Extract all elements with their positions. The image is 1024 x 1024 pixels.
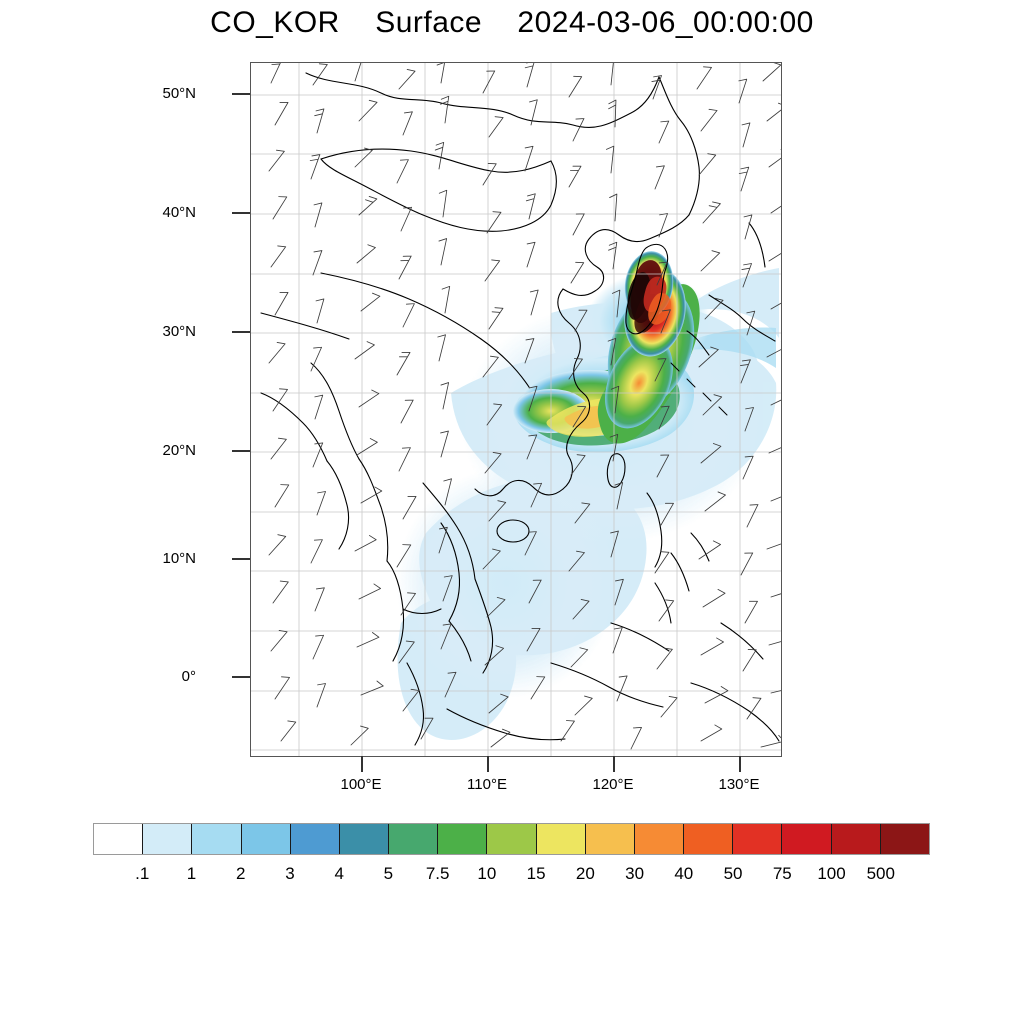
y-tick-mark-0 xyxy=(232,93,250,95)
colorbar-labels: .1 1 2 3 4 5 7.5 10 15 20 30 40 50 75 100 500 xyxy=(93,864,930,890)
colorbar-tick-label-6: 7.5 xyxy=(425,864,450,883)
colorbar-tick-label-0: .1 xyxy=(135,864,150,883)
colorbar-swatch-5 xyxy=(339,824,390,854)
colorbar-tick-label-7: 10 xyxy=(477,864,497,883)
map-plot-area[interactable] xyxy=(250,62,782,757)
y-tick-mark-3 xyxy=(232,450,250,452)
colorbar-swatch-9 xyxy=(536,824,586,854)
colorbar-tick-label-3: 3 xyxy=(285,864,295,883)
colorbar-swatches xyxy=(93,823,930,855)
y-tick-label-3: 20°N xyxy=(162,442,196,459)
y-tick-label-2: 30°N xyxy=(162,323,196,340)
x-tick-mark-2 xyxy=(613,756,615,772)
x-tick-mark-0 xyxy=(361,756,363,772)
x-tick-label-2: 120°E xyxy=(592,776,634,793)
colorbar-swatch-13 xyxy=(733,824,783,854)
y-tick-mark-5 xyxy=(232,676,250,678)
colorbar-tick-label-13: 75 xyxy=(772,864,792,883)
colorbar-tick-label-9: 20 xyxy=(575,864,595,883)
colorbar-swatch-2 xyxy=(192,824,242,854)
colorbar-tick-label-1: 1 xyxy=(186,864,197,883)
colorbar-swatch-15 xyxy=(831,824,881,854)
colorbar-swatch-0 xyxy=(94,824,144,854)
colorbar-tick-label-2: 2 xyxy=(235,864,246,883)
y-tick-label-5: 0° xyxy=(181,668,196,685)
y-tick-mark-2 xyxy=(232,331,250,333)
colorbar-tick-label-11: 40 xyxy=(674,864,694,883)
x-tick-label-1: 110°E xyxy=(467,776,507,793)
colorbar-tick-label-8: 15 xyxy=(526,864,546,883)
y-tick-mark-4 xyxy=(232,558,250,560)
colorbar-swatch-8 xyxy=(487,824,537,854)
colorbar-tick-label-15: 500 xyxy=(866,864,895,883)
colorbar-tick-label-5: 5 xyxy=(383,864,394,883)
colorbar-swatch-1 xyxy=(143,824,193,854)
lat-lon-gridlines xyxy=(251,63,781,756)
colorbar-swatch-7 xyxy=(438,824,488,854)
colorbar-swatch-11 xyxy=(634,824,685,854)
colorbar-swatch-10 xyxy=(585,824,635,854)
colorbar-swatch-16 xyxy=(880,824,929,854)
colorbar-swatch-12 xyxy=(684,824,734,854)
y-tick-label-0: 50°N xyxy=(162,85,196,102)
colorbar-tick-label-12: 50 xyxy=(723,864,743,883)
tracer-plume-core xyxy=(597,251,700,444)
colorbar[interactable] xyxy=(93,823,930,855)
y-tick-label-1: 40°N xyxy=(162,204,196,221)
y-tick-label-4: 10°N xyxy=(162,550,196,567)
colorbar-swatch-6 xyxy=(389,824,439,854)
colorbar-tick-label-10: 30 xyxy=(625,864,645,883)
map-canvas xyxy=(251,63,781,756)
coastlines-and-borders xyxy=(260,72,780,746)
colorbar-swatch-3 xyxy=(241,824,291,854)
x-tick-mark-1 xyxy=(487,756,489,772)
colorbar-swatch-4 xyxy=(290,824,340,854)
colorbar-tick-label-4: 4 xyxy=(334,864,344,883)
page-title: CO_KOR Surface 2024-03-06_00:00:00 xyxy=(210,6,814,39)
x-tick-label-3: 130°E xyxy=(718,776,760,793)
colorbar-swatch-14 xyxy=(782,824,832,854)
x-tick-mark-3 xyxy=(739,756,741,772)
wind-barbs xyxy=(268,63,781,750)
x-tick-label-0: 100°E xyxy=(340,776,382,793)
y-tick-mark-1 xyxy=(232,212,250,214)
colorbar-tick-label-14: 100 xyxy=(817,864,846,883)
